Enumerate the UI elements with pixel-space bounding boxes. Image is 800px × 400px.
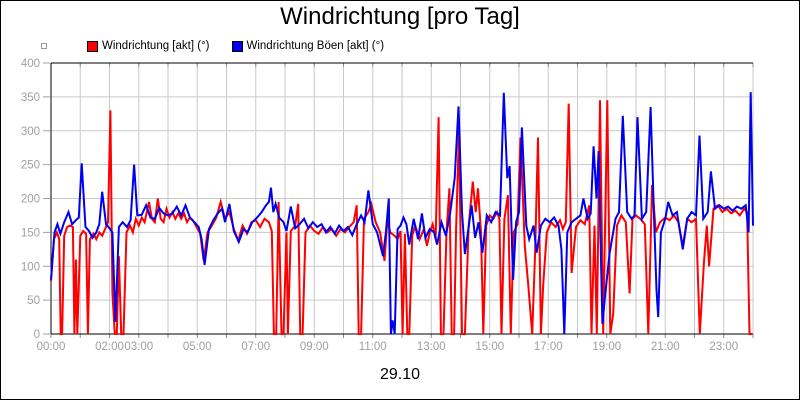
- series-line-boeen: [50, 92, 754, 335]
- x-tick-label: 02:00: [95, 341, 124, 353]
- legend-item-akt: Windrichtung [akt] (°): [87, 40, 210, 52]
- x-tick-label: 19:00: [592, 341, 621, 353]
- y-tick-label: 150: [21, 227, 40, 239]
- legend-swatch-akt: [87, 40, 98, 52]
- x-tick-label: 13:00: [417, 341, 446, 353]
- x-tick-label: 15:00: [475, 341, 504, 353]
- x-tick-label: 21:00: [651, 341, 680, 353]
- x-tick-label: 05:00: [183, 341, 212, 353]
- y-tick-label: 350: [21, 92, 40, 104]
- legend-item-boeen: Windrichtung Böen [akt] (°): [231, 40, 385, 52]
- legend-swatch-boeen: [231, 40, 243, 52]
- x-axis-date-label: 29.10: [379, 366, 421, 383]
- legend-label-boeen: Windrichtung Böen [akt] (°): [246, 40, 385, 52]
- legend-toggle[interactable]: [41, 43, 47, 49]
- x-tick-label: 17:00: [534, 341, 563, 353]
- chart-legend: Windrichtung [akt] (°) Windrichtung Böen…: [41, 40, 406, 52]
- x-tick-label: 07:00: [241, 341, 270, 353]
- y-tick-label: 200: [21, 194, 40, 206]
- x-tick-label: 00:00: [37, 341, 66, 353]
- chart-title: Windrichtung [pro Tag]: [280, 3, 520, 30]
- x-tick-label: 09:00: [300, 341, 329, 353]
- y-tick-label: 400: [21, 58, 40, 70]
- y-tick-label: 50: [27, 295, 40, 307]
- y-tick-label: 250: [21, 160, 40, 172]
- y-tick-label: 300: [21, 126, 40, 138]
- y-tick-label: 100: [21, 261, 40, 273]
- y-tick-label: 0: [34, 329, 40, 341]
- legend-label-akt: Windrichtung [akt] (°): [102, 40, 210, 52]
- x-tick-label: 11:00: [359, 341, 387, 353]
- x-tick-label: 23:00: [709, 341, 738, 353]
- x-tick-label: 03:00: [124, 341, 153, 353]
